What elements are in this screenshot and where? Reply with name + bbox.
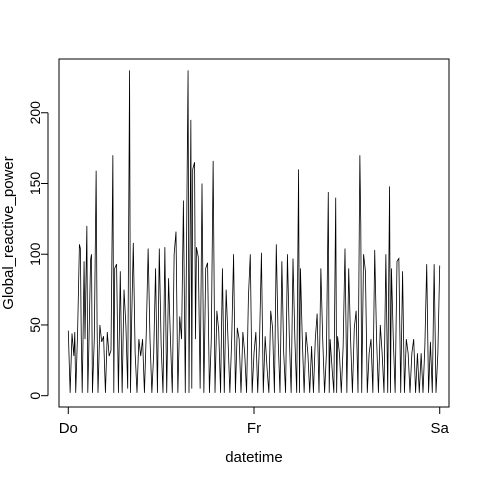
y-tick-label-2: 100 xyxy=(27,242,43,266)
y-axis: 0 50 100 150 200 xyxy=(27,101,49,400)
x-tick-label-1: Fr xyxy=(247,420,261,437)
y-tick-label-4: 200 xyxy=(27,101,43,125)
x-axis: Do Fr Sa xyxy=(59,406,450,437)
y-tick-label-0: 0 xyxy=(27,392,43,400)
y-tick-label-1: 50 xyxy=(27,317,43,333)
x-tick-label-2: Sa xyxy=(431,420,450,437)
x-tick-label-0: Do xyxy=(59,420,78,437)
series-line-0 xyxy=(67,70,441,393)
series-layer xyxy=(67,70,441,393)
x-axis-label: datetime xyxy=(225,449,283,466)
y-tick-label-3: 150 xyxy=(27,172,43,196)
y-axis-label: Global_reactive_power xyxy=(0,156,17,309)
